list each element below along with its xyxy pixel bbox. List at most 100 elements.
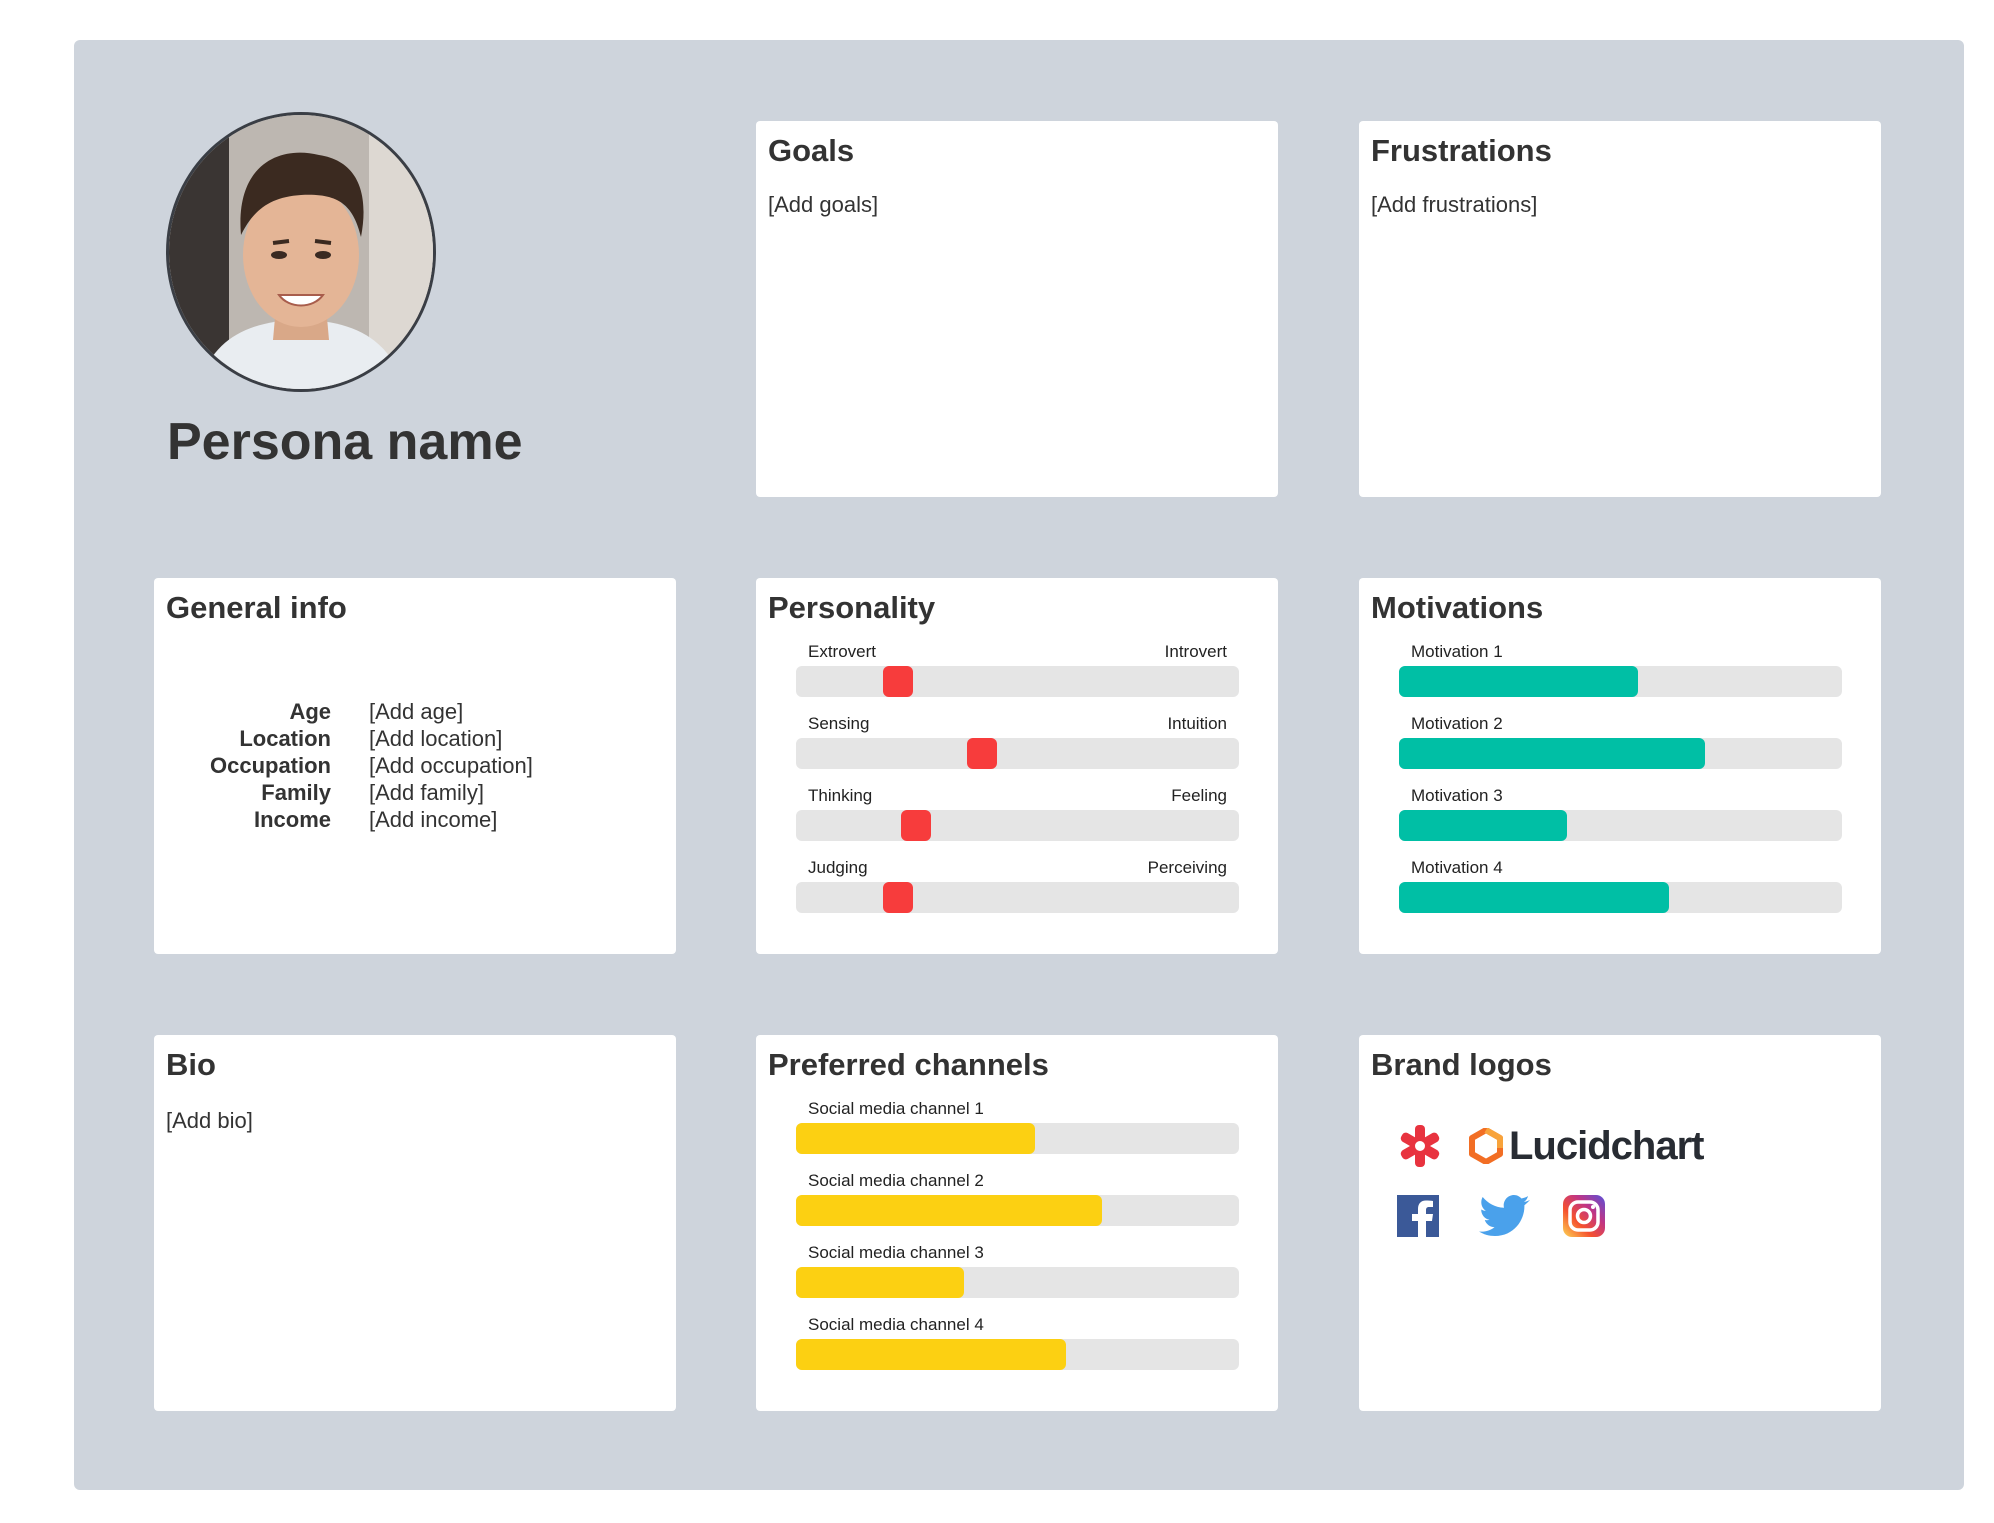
person-photo-icon: [169, 115, 433, 389]
bar-track: [796, 1339, 1239, 1370]
trait-right-label: Introvert: [1164, 642, 1227, 661]
info-label: Location: [239, 726, 331, 751]
general-info-list: Age [Add age] Location [Add location] Oc…: [206, 698, 533, 833]
info-row-age: Age [Add age]: [206, 698, 533, 725]
slider-track[interactable]: [796, 810, 1239, 841]
bio-card: Bio [Add bio]: [154, 1035, 676, 1411]
info-label: Age: [289, 699, 331, 724]
motivation-bar-1: Motivation 1: [1399, 642, 1842, 697]
bar-track: [796, 1195, 1239, 1226]
bar-track: [1399, 666, 1842, 697]
personality-title: Personality: [768, 590, 936, 625]
slider-knob[interactable]: [900, 810, 931, 841]
info-row-family: Family [Add family]: [206, 779, 533, 806]
lucidchart-wordmark: Lucidchart: [1509, 1123, 1704, 1168]
general-info-title: General info: [166, 590, 347, 625]
goals-text[interactable]: [Add goals]: [768, 192, 879, 217]
bar-track: [1399, 882, 1842, 913]
trait-right-label: Feeling: [1171, 786, 1227, 805]
info-value[interactable]: [Add income]: [369, 807, 498, 832]
personality-slider-4: Judging Perceiving: [796, 858, 1239, 913]
slider-knob[interactable]: [882, 666, 913, 697]
channels-title: Preferred channels: [768, 1047, 1049, 1082]
red-asterisk-logo-icon: [1400, 1125, 1440, 1167]
trait-right-label: Intuition: [1167, 714, 1227, 733]
frustrations-card: Frustrations [Add frustrations]: [1359, 121, 1881, 497]
bar-track: [1399, 810, 1842, 841]
personality-slider-1: Extrovert Introvert: [796, 642, 1239, 697]
channel-label: Social media channel 3: [808, 1243, 984, 1262]
info-row-location: Location [Add location]: [206, 725, 533, 752]
goals-card: Goals [Add goals]: [756, 121, 1278, 497]
motivation-fill: [1399, 666, 1639, 697]
motivation-fill: [1399, 738, 1705, 769]
channel-fill: [796, 1267, 965, 1298]
channels-card: Preferred channels Social media channel …: [756, 1035, 1278, 1411]
brand-logos-card: Brand logos Lucidchart: [1359, 1035, 1881, 1411]
persona-name: Persona name: [167, 413, 523, 471]
info-label: Family: [261, 780, 331, 805]
slider-track[interactable]: [796, 882, 1239, 913]
channel-label: Social media channel 2: [808, 1171, 984, 1190]
channel-bar-1: Social media channel 1: [796, 1099, 1239, 1154]
info-row-income: Income [Add income]: [206, 806, 533, 833]
goals-title: Goals: [768, 133, 855, 168]
trait-left-label: Sensing: [808, 714, 870, 733]
trait-left-label: Judging: [808, 858, 868, 877]
personality-slider-3: Thinking Feeling: [796, 786, 1239, 841]
info-value[interactable]: [Add age]: [369, 699, 464, 724]
persona-board: Persona name Goals [Add goals] Frustrati…: [74, 40, 1964, 1490]
persona-avatar: [166, 112, 436, 392]
personality-card: Personality Extrovert Introvert Sensing …: [756, 578, 1278, 954]
bio-title: Bio: [166, 1047, 216, 1082]
lucidchart-logo: Lucidchart: [1469, 1123, 1704, 1169]
brand-logo-row-1: Lucidchart: [1397, 1123, 1704, 1169]
channel-bar-2: Social media channel 2: [796, 1171, 1239, 1226]
motivation-label: Motivation 3: [1411, 786, 1503, 805]
motivation-fill: [1399, 810, 1568, 841]
frustrations-title: Frustrations: [1371, 133, 1552, 168]
info-value[interactable]: [Add occupation]: [369, 753, 533, 778]
slider-knob[interactable]: [882, 882, 913, 913]
motivation-label: Motivation 4: [1411, 858, 1503, 877]
motivations-card: Motivations Motivation 1 Motivation 2 Mo…: [1359, 578, 1881, 954]
channel-label: Social media channel 1: [808, 1099, 984, 1118]
bio-text[interactable]: [Add bio]: [166, 1108, 253, 1133]
channel-label: Social media channel 4: [808, 1315, 984, 1334]
bar-track: [1399, 738, 1842, 769]
trait-left-label: Extrovert: [808, 642, 877, 661]
trait-left-label: Thinking: [808, 786, 873, 805]
channel-bar-4: Social media channel 4: [796, 1315, 1239, 1370]
frustrations-text[interactable]: [Add frustrations]: [1371, 192, 1538, 217]
channel-fill: [796, 1123, 1036, 1154]
trait-right-label: Perceiving: [1147, 858, 1227, 877]
info-row-occupation: Occupation [Add occupation]: [206, 752, 533, 779]
brand-logos-title: Brand logos: [1371, 1047, 1552, 1082]
motivation-fill: [1399, 882, 1670, 913]
lucidchart-logo-icon: [1469, 1128, 1503, 1164]
channel-bar-3: Social media channel 3: [796, 1243, 1239, 1298]
slider-knob[interactable]: [967, 738, 998, 769]
instagram-icon: [1563, 1195, 1605, 1237]
motivation-label: Motivation 2: [1411, 714, 1503, 733]
bar-track: [796, 1123, 1239, 1154]
twitter-icon: [1479, 1195, 1530, 1236]
motivations-title: Motivations: [1371, 590, 1544, 625]
personality-slider-2: Sensing Intuition: [796, 714, 1239, 769]
info-label: Occupation: [209, 753, 331, 778]
channel-fill: [796, 1195, 1102, 1226]
motivation-bar-3: Motivation 3: [1399, 786, 1842, 841]
slider-track[interactable]: [796, 738, 1239, 769]
info-value[interactable]: [Add family]: [369, 780, 484, 805]
motivation-bar-2: Motivation 2: [1399, 714, 1842, 769]
info-label: Income: [253, 807, 331, 832]
general-info-card: General info Age [Add age] Location [Add…: [154, 578, 676, 954]
brand-logo-row-2: [1397, 1195, 1605, 1237]
slider-track[interactable]: [796, 666, 1239, 697]
motivation-bar-4: Motivation 4: [1399, 858, 1842, 913]
channel-fill: [796, 1339, 1067, 1370]
motivation-label: Motivation 1: [1411, 642, 1503, 661]
bar-track: [796, 1267, 1239, 1298]
info-value[interactable]: [Add location]: [369, 726, 503, 751]
facebook-icon: [1397, 1195, 1439, 1237]
